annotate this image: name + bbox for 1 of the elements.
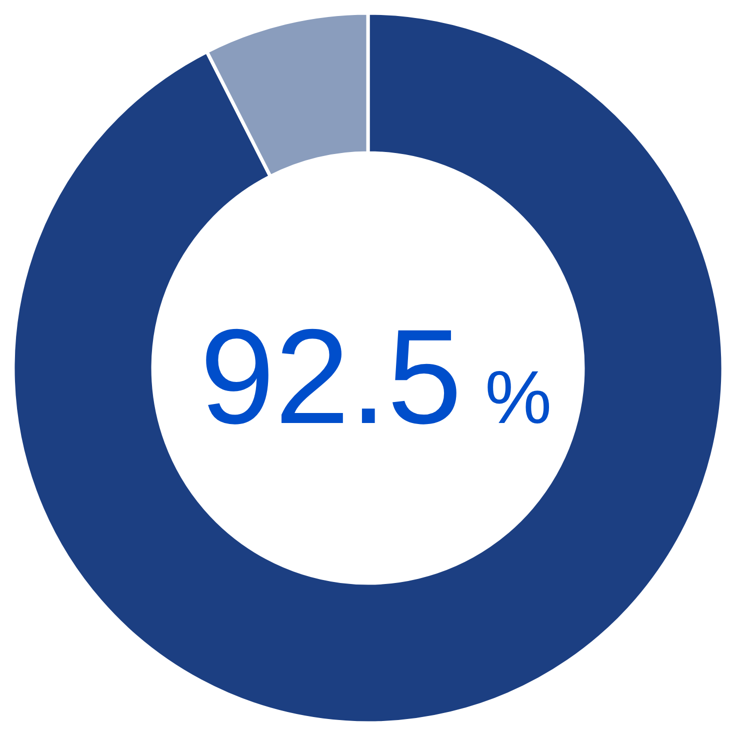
data-label: 92.5 %: [206, 328, 550, 424]
